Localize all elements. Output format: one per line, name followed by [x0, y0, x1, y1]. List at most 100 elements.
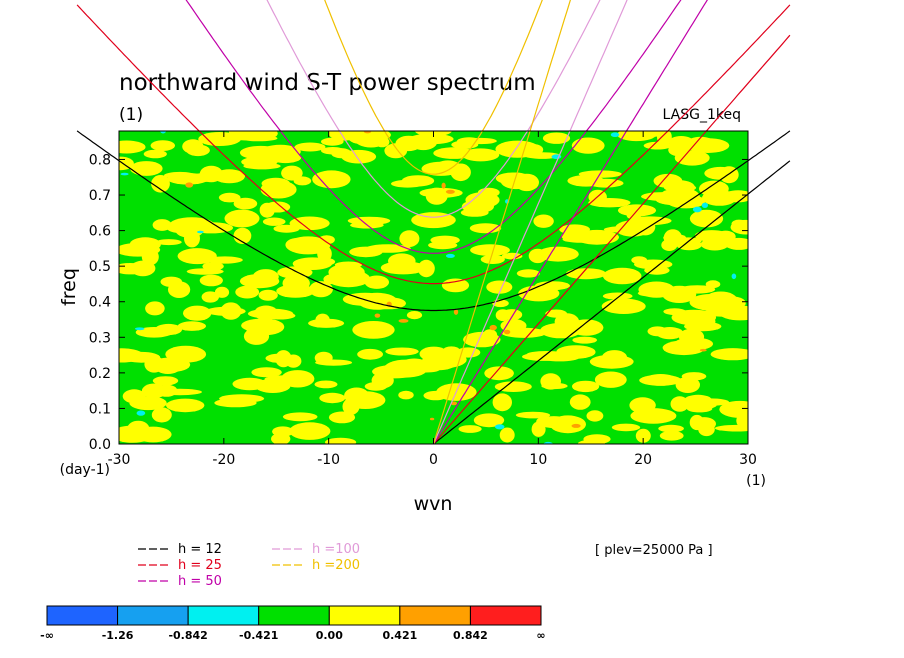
field-patch [658, 424, 684, 433]
y-tick-label: 0.0 [89, 437, 111, 453]
field-patch [406, 311, 423, 320]
field-patch [380, 261, 426, 275]
field-patch [289, 422, 331, 440]
field-patch [465, 137, 497, 145]
x-tick-label: -30 [108, 452, 131, 468]
field-patch [662, 340, 706, 356]
field-spot [185, 182, 194, 188]
field-patch [233, 227, 252, 244]
field-patch [719, 296, 746, 310]
field-patch [239, 274, 280, 289]
field-patch [241, 156, 278, 168]
field-patch [542, 132, 571, 144]
field-patch [676, 239, 702, 251]
field-patch [455, 347, 481, 358]
field-patch [657, 131, 672, 146]
field-patch [684, 394, 712, 405]
field-patch [152, 376, 179, 386]
field-spot [374, 313, 381, 318]
field-patch [218, 192, 241, 203]
field-patch [201, 291, 219, 303]
field-patch [470, 244, 510, 256]
field-patch [499, 427, 515, 443]
field-patch [262, 217, 286, 226]
y-tick-label: 0.8 [89, 152, 111, 168]
field-patch [473, 413, 505, 428]
y-tick-label: 0.5 [89, 259, 111, 275]
field-patch [443, 346, 460, 354]
field-patch [577, 439, 606, 444]
field-patch [494, 381, 532, 393]
field-patch [465, 192, 500, 208]
field-patch [617, 131, 656, 142]
field-patch [689, 209, 724, 228]
colorbar-label: 0.421 [382, 629, 417, 642]
field-patch [150, 140, 175, 152]
colorbar: -∞ -1.26 -0.842 -0.421 0.00 0.421 0.842 ∞ [40, 605, 546, 642]
field-spot [136, 410, 146, 416]
field-patch [130, 260, 156, 277]
field-patch [166, 398, 205, 413]
field-patch [130, 161, 163, 176]
field-patch [129, 396, 167, 411]
field-patch [480, 254, 505, 264]
field-spot [571, 423, 581, 428]
field-patch [341, 149, 377, 164]
field-patch [294, 142, 326, 152]
title-units: (1) [119, 105, 143, 125]
kelvin-wave-curve-12 [433, 160, 791, 445]
legend-label-25: h = 25 [178, 558, 222, 573]
field-patch [265, 353, 294, 363]
field-patch [671, 188, 700, 206]
field-spot [610, 132, 620, 137]
x-tick-label: 20 [634, 452, 652, 468]
field-patch [354, 131, 388, 148]
field-patch [349, 246, 383, 258]
field-patch [601, 298, 646, 314]
field-patch [372, 364, 418, 379]
field-patch [670, 396, 689, 412]
field-spot [489, 324, 497, 331]
legend-label-50: h = 50 [178, 574, 222, 589]
y-tick-label: 0.1 [89, 401, 111, 417]
field-patch [325, 437, 357, 444]
colorbar-swatch [187, 605, 260, 626]
field-patch [273, 224, 300, 233]
x-axis-label: wvn [414, 493, 453, 515]
field-patch [282, 412, 318, 422]
field-patch [540, 322, 582, 339]
field-patch [152, 219, 172, 231]
field-patch [710, 348, 748, 361]
gravity-wave-curve-200 [324, 0, 543, 175]
field-patch [119, 156, 134, 171]
field-patch [271, 433, 291, 444]
field-patch [281, 165, 303, 181]
field-patch [653, 173, 683, 188]
field-patch [644, 374, 678, 386]
field-patch [165, 345, 207, 363]
field-patch [463, 331, 501, 348]
colorbar-swatch [46, 605, 119, 626]
field-patch [588, 198, 631, 208]
field-patch [571, 137, 605, 154]
y-tick-label: 0.2 [89, 366, 111, 382]
field-patch [635, 428, 651, 443]
y-axis-units: (day-1) [60, 462, 110, 478]
field-patch [659, 430, 684, 441]
field-patch [638, 281, 675, 298]
field-patch [137, 241, 157, 249]
pressure-level-note: [ plev=25000 Pa ] [595, 543, 713, 558]
field-patch [714, 424, 748, 432]
field-patch [441, 278, 470, 293]
field-patch [219, 394, 265, 403]
field-patch [586, 410, 604, 422]
field-patch [495, 309, 510, 322]
field-spot [429, 417, 435, 421]
field-spot [450, 401, 457, 406]
field-patch [312, 170, 351, 189]
field-patch [626, 211, 642, 220]
field-patch [308, 318, 345, 328]
field-patch [679, 285, 716, 294]
